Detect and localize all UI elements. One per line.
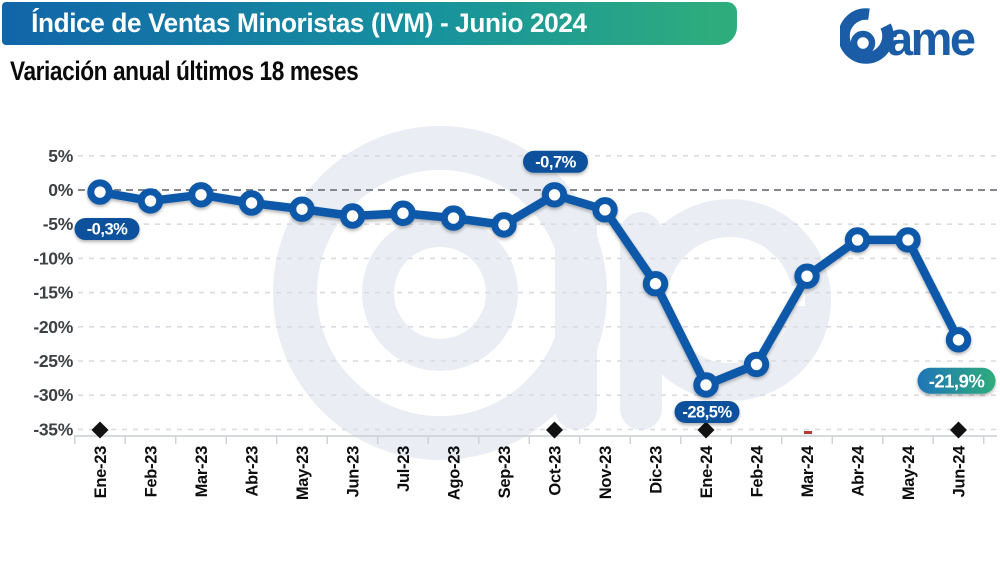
- title-banner: Índice de Ventas Minoristas (IVM) - Juni…: [2, 2, 737, 45]
- data-point-marker: [541, 182, 568, 208]
- data-point-marker: [693, 372, 719, 398]
- y-tick-label: -30%: [33, 385, 73, 405]
- value-pill: [674, 400, 740, 423]
- y-tick-label: -35%: [33, 419, 73, 439]
- y-tick-label: -20%: [33, 317, 73, 337]
- gridlines: [78, 155, 997, 431]
- y-tick-label: -5%: [43, 214, 74, 234]
- data-point-marker: [390, 200, 416, 226]
- value-pill-label: -28,5%: [682, 403, 732, 421]
- y-tick-label: 5%: [48, 146, 73, 166]
- diamond-marker: [546, 421, 563, 439]
- x-axis: [74, 435, 997, 444]
- x-category-label: Ene-23: [92, 446, 110, 498]
- data-point-marker: [642, 271, 669, 297]
- x-category-label: May-24: [900, 445, 918, 500]
- diamond-marker: [697, 421, 715, 439]
- x-category-label: Feb-24: [749, 445, 767, 498]
- value-pill: [523, 150, 588, 173]
- data-point-marker: [137, 188, 164, 214]
- data-point-marker: [945, 327, 972, 353]
- data-point-marker: [794, 263, 820, 289]
- x-category-label: Ene-24: [698, 445, 716, 498]
- value-pill-label: -0,7%: [535, 153, 576, 171]
- y-tick-label: -25%: [33, 351, 73, 371]
- y-axis-labels: 5% 0% -5% -10% -15% -20% -25% -30% -35%: [33, 146, 74, 440]
- data-label-pills: -0,3% -0,7% -28,5% -21,9%: [74, 150, 996, 423]
- data-point-marker: [895, 227, 921, 253]
- x-category-label: Jul-23: [395, 446, 413, 492]
- page-title: Índice de Ventas Minoristas (IVM) - Juni…: [31, 8, 587, 38]
- x-category-label: Oct-23: [547, 446, 565, 496]
- month-diamond-markers: [91, 421, 967, 439]
- x-category-label: Feb-23: [143, 446, 161, 498]
- came-watermark: [273, 126, 831, 460]
- x-category-label: Ago-23: [446, 446, 464, 500]
- y-tick-label: 0%: [48, 180, 73, 200]
- chart-subtitle: Variación anual últimos 18 meses: [10, 56, 359, 86]
- x-category-label: Abr-23: [244, 446, 262, 497]
- came-logo: ame: [838, 3, 992, 65]
- x-category-label: Mar-24: [799, 445, 817, 498]
- highlight-value-pill: [917, 367, 996, 394]
- diamond-marker: [91, 421, 109, 439]
- value-pill-label: -0,3%: [87, 221, 128, 239]
- data-point-marker: [289, 196, 315, 222]
- data-point-marker: [440, 205, 467, 231]
- logo-inner-ring-icon: [850, 30, 876, 56]
- x-category-label: Mar-23: [193, 446, 211, 498]
- x-category-label: Jun-23: [345, 446, 363, 498]
- data-series: [87, 179, 972, 398]
- data-point-marker: [188, 182, 214, 208]
- data-point-marker: [339, 203, 366, 229]
- x-category-label: Sep-23: [496, 446, 514, 498]
- diamond-marker: [950, 421, 967, 439]
- x-category-label: May-23: [294, 446, 312, 500]
- data-point-marker: [844, 227, 871, 253]
- value-pill: [74, 218, 140, 241]
- x-category-label: Dic-23: [648, 446, 666, 494]
- y-tick-label: -15%: [33, 283, 73, 303]
- logo-text: ame: [887, 12, 975, 65]
- x-category-label: Jun-24: [951, 445, 969, 498]
- data-point-marker: [491, 212, 517, 238]
- x-category-label: Abr-24: [850, 445, 868, 497]
- data-point-marker: [238, 190, 265, 216]
- x-axis-labels: Ene-23 Feb-23 Mar-23 Abr-23 May-23 Jun-23 Jul-…: [92, 445, 969, 500]
- data-point-marker: [87, 179, 113, 205]
- y-tick-label: -10%: [33, 248, 73, 268]
- data-point-marker: [592, 197, 618, 223]
- x-category-label: Nov-23: [597, 446, 615, 499]
- data-point-marker: [743, 351, 770, 378]
- logo-c-arc: [838, 8, 894, 64]
- red-tick-artifact: [804, 431, 812, 434]
- value-pill-label: -21,9%: [929, 370, 985, 391]
